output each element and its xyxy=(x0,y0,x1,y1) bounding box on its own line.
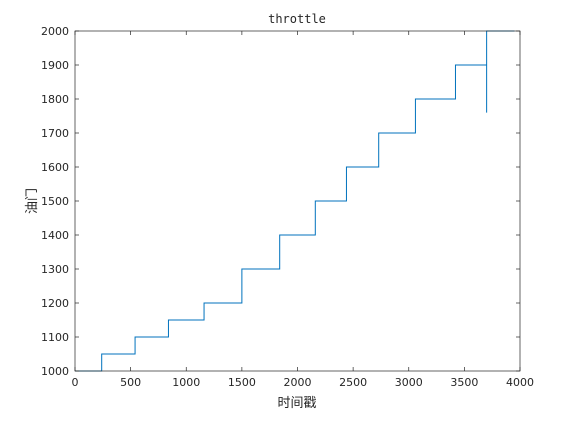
y-axis-label: 油门 xyxy=(25,188,40,214)
y-tick-label: 1100 xyxy=(41,331,69,344)
x-tick-label: 4000 xyxy=(506,376,534,389)
x-tick-label: 500 xyxy=(120,376,141,389)
y-tick-label: 1700 xyxy=(41,127,69,140)
x-axis-ticks: 0 500 1000 1500 2000 2500 3000 3500 4000 xyxy=(72,31,534,389)
y-tick-label: 1500 xyxy=(41,195,69,208)
y-tick-label: 1600 xyxy=(41,161,69,174)
x-axis-label: 时间戳 xyxy=(277,396,316,411)
y-tick-label: 1800 xyxy=(41,93,69,106)
x-tick-label: 3000 xyxy=(395,376,423,389)
plot-area-background xyxy=(75,31,520,371)
y-tick-label: 1000 xyxy=(41,365,69,378)
x-tick-label: 3500 xyxy=(450,376,478,389)
series-layer xyxy=(75,30,515,372)
chart-title: throttle xyxy=(268,12,326,26)
y-tick-label: 1200 xyxy=(41,297,69,310)
y-tick-label: 1400 xyxy=(41,229,69,242)
x-tick-label: 0 xyxy=(72,376,79,389)
x-tick-label: 1000 xyxy=(172,376,200,389)
y-tick-label: 1900 xyxy=(41,59,69,72)
x-tick-label: 1500 xyxy=(228,376,256,389)
y-tick-label: 1300 xyxy=(41,263,69,276)
y-axis-ticks: 1000 1100 1200 1300 1400 1500 1600 1700 1800 1900… xyxy=(41,25,520,378)
x-tick-label: 2500 xyxy=(339,376,367,389)
series-line xyxy=(75,30,515,372)
x-tick-label: 2000 xyxy=(284,376,312,389)
y-tick-label: 2000 xyxy=(41,25,69,38)
